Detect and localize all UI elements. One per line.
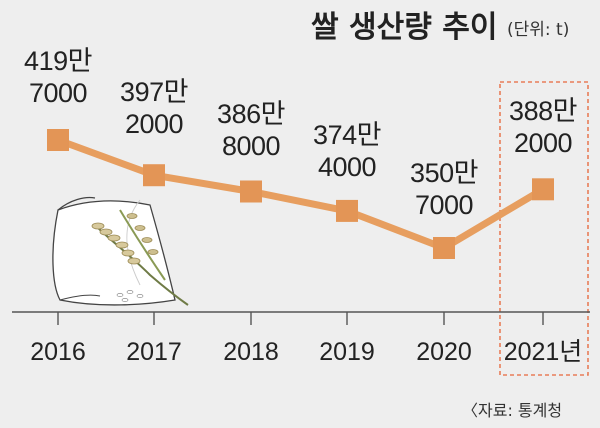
- data-point-marker: [336, 199, 358, 222]
- source-text: 〈자료: 통계청: [462, 401, 562, 420]
- data-label: 388만: [509, 96, 577, 126]
- data-label: 374만: [313, 120, 381, 150]
- rice-sack-illustration: [52, 196, 189, 306]
- data-label: 7000: [29, 78, 87, 108]
- data-point-marker: [47, 129, 69, 151]
- series-line: [56, 136, 545, 252]
- highlight-box-2021: [499, 81, 589, 376]
- x-tick-label: 2019: [319, 338, 375, 366]
- data-point-marker: [143, 164, 165, 187]
- x-tick-label: 2017: [126, 338, 182, 366]
- x-tick-label: 2020: [416, 338, 472, 366]
- x-tick-label: 2016: [30, 338, 86, 366]
- data-label: 7000: [415, 190, 473, 220]
- data-label: 2000: [125, 109, 183, 139]
- data-label: 350만: [410, 158, 478, 188]
- x-tick-label: 2018: [223, 338, 279, 366]
- x-tick-label: 2021년: [504, 338, 583, 366]
- data-label: 4000: [318, 152, 376, 182]
- data-label: 386만: [217, 99, 285, 129]
- data-point-marker: [433, 237, 455, 259]
- data-label: 419만: [24, 46, 92, 76]
- data-label: 2000: [514, 128, 572, 158]
- data-label: 8000: [222, 131, 280, 161]
- data-point-marker: [532, 178, 554, 201]
- data-point-marker: [240, 180, 262, 203]
- unit-label: (단위: t): [507, 20, 569, 40]
- data-label: 397만: [120, 77, 188, 107]
- chart-title: 쌀 생산량 추이: [311, 10, 498, 45]
